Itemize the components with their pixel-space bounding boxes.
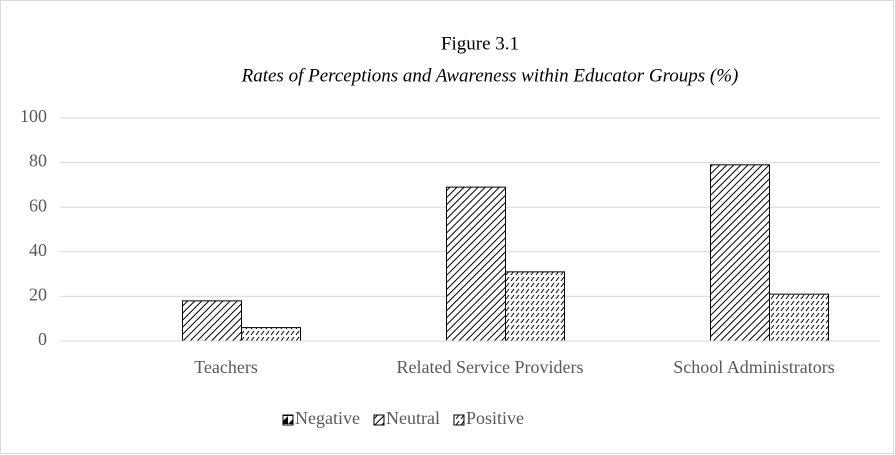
bar	[182, 300, 242, 342]
y-tick-label: 40	[29, 240, 47, 260]
legend-label: Positive	[466, 408, 524, 428]
legend-label: Negative	[295, 408, 360, 428]
bar	[710, 164, 770, 342]
y-tick-label: 0	[38, 329, 47, 349]
bar	[505, 271, 565, 342]
y-tick-label: 100	[20, 106, 47, 126]
y-tick-label: 20	[29, 285, 47, 305]
legend-swatch	[453, 414, 465, 426]
x-tick-label: Related Service Providers	[397, 357, 584, 377]
legend-swatch	[282, 414, 294, 426]
legend-label: Neutral	[386, 408, 440, 428]
bar	[241, 327, 301, 342]
x-tick-label: Teachers	[194, 357, 258, 377]
bar	[769, 293, 829, 342]
chart-subtitle: Rates of Perceptions and Awareness withi…	[241, 65, 739, 86]
y-tick-label: 80	[29, 151, 47, 171]
chart-title: Figure 3.1	[441, 33, 519, 54]
y-tick-label: 60	[29, 195, 47, 215]
legend-swatch	[373, 414, 385, 426]
x-tick-label: School Administrators	[673, 357, 835, 377]
bar	[446, 186, 506, 342]
